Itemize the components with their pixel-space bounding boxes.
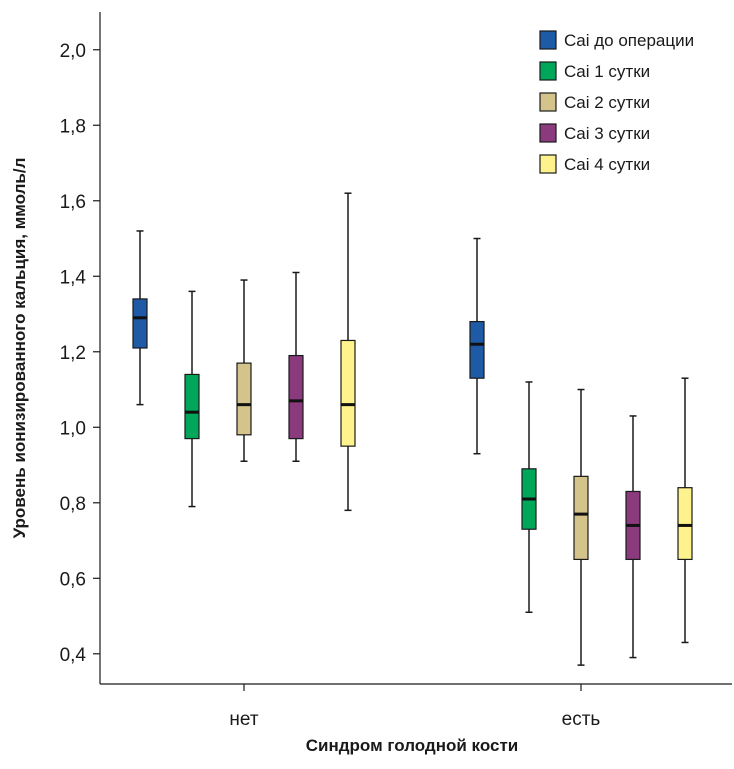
legend-item: Cai 2 сутки <box>539 92 650 112</box>
legend-item: Cai 4 сутки <box>539 154 650 174</box>
box-plot <box>625 415 641 659</box>
box-plot <box>288 271 304 463</box>
x-tick-label: нет <box>229 709 258 730</box>
box-plot <box>340 192 356 512</box>
y-tick-label: 0,8 <box>60 494 86 515</box>
legend: Cai до операции Cai 1 сутки Cai 2 сутки Cai… <box>539 30 694 174</box>
legend-swatch <box>539 30 557 50</box>
legend-label: Cai 1 сутки <box>564 62 650 81</box>
legend-item: Cai до операции <box>539 30 694 50</box>
legend-swatch <box>539 61 557 81</box>
legend-label: Cai 3 сутки <box>564 124 650 143</box>
box-iqr <box>184 373 200 440</box>
box-iqr <box>288 354 304 440</box>
box-plot <box>469 237 485 455</box>
y-axis-title: Уровень ионизированного кальция, ммоль/л <box>10 158 29 539</box>
legend-swatch <box>539 92 557 112</box>
y-axis-ticks: 2,0 1,8 1,6 1,4 1,2 1,0 0,8 0,6 0,4 <box>60 41 100 666</box>
box-iqr <box>573 475 589 561</box>
box-plots <box>132 192 693 666</box>
x-tick-label: есть <box>562 709 601 730</box>
box-plot <box>573 388 589 666</box>
box-plot <box>677 377 693 644</box>
box-iqr <box>132 298 148 349</box>
y-tick-label: 1,4 <box>60 267 87 288</box>
box-iqr <box>340 339 356 447</box>
legend-swatch <box>539 154 557 174</box>
y-tick-label: 1,2 <box>60 343 86 364</box>
legend-swatch <box>539 123 557 143</box>
y-tick-label: 1,8 <box>60 116 86 137</box>
y-tick-label: 1,6 <box>60 192 86 213</box>
legend-label: Cai 2 сутки <box>564 93 650 112</box>
y-tick-label: 0,4 <box>60 645 87 666</box>
box-plot <box>132 230 148 406</box>
y-tick-label: 2,0 <box>60 41 86 62</box>
legend-label: Cai до операции <box>564 31 694 50</box>
box-plot <box>521 381 537 614</box>
legend-item: Cai 1 сутки <box>539 61 650 81</box>
legend-label: Cai 4 сутки <box>564 155 650 174</box>
box-iqr <box>469 320 485 379</box>
y-tick-label: 0,6 <box>60 569 86 590</box>
box-iqr <box>236 362 252 436</box>
y-tick-label: 1,0 <box>60 418 86 439</box>
box-plot <box>236 279 252 463</box>
x-axis-title: Синдром голодной кости <box>306 736 518 755</box>
box-iqr <box>677 487 693 561</box>
legend-item: Cai 3 сутки <box>539 123 650 143</box>
plot-frame <box>99 12 732 685</box>
box-plot <box>184 290 200 508</box>
x-axis-ticks: нет есть <box>229 684 600 730</box>
